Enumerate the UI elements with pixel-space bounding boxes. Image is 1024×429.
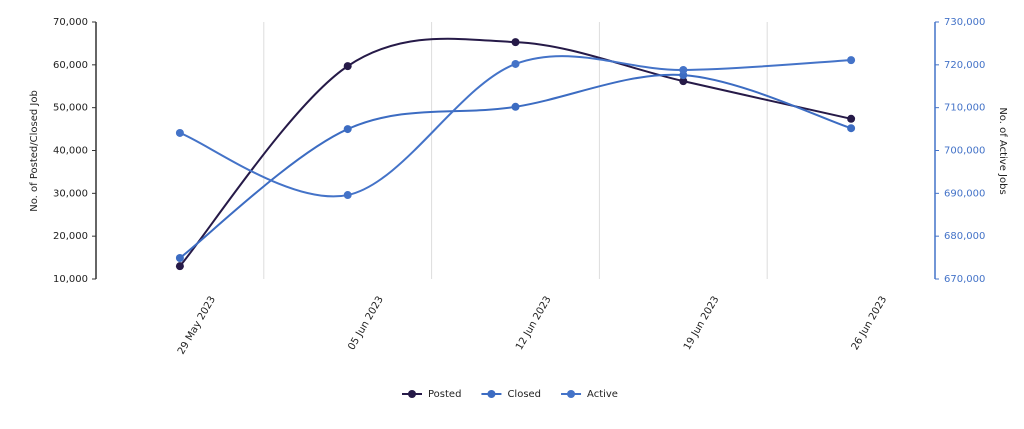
data-point bbox=[679, 65, 688, 74]
data-point bbox=[175, 254, 184, 263]
data-point bbox=[175, 128, 184, 137]
x-tick-label: 29 May 2023 bbox=[176, 295, 218, 357]
data-point bbox=[175, 262, 184, 271]
series-line bbox=[179, 55, 852, 198]
data-point bbox=[343, 191, 352, 200]
y2-tick-label: 710,000 bbox=[944, 103, 985, 114]
legend-marker bbox=[567, 390, 576, 398]
data-point bbox=[343, 62, 352, 71]
y-tick-label: 20,000 bbox=[53, 231, 88, 242]
y2-tick-label: 700,000 bbox=[944, 146, 985, 157]
y-axis-label: No. of Posted/Closed Job bbox=[29, 90, 40, 212]
data-point bbox=[511, 38, 520, 47]
y2-tick-label: 720,000 bbox=[944, 60, 985, 71]
x-tick-label: 05 Jun 2023 bbox=[346, 295, 386, 353]
series-line bbox=[179, 37, 852, 267]
y-tick-label: 40,000 bbox=[53, 146, 88, 157]
data-point bbox=[847, 124, 856, 133]
y2-tick-label: 670,000 bbox=[944, 274, 985, 285]
data-point bbox=[679, 77, 688, 86]
y2-axis-label: No. of Active Jobs bbox=[997, 107, 1008, 194]
y-tick-label: 50,000 bbox=[53, 103, 88, 114]
y-tick-label: 60,000 bbox=[53, 60, 88, 71]
y2-tick-label: 680,000 bbox=[944, 231, 985, 242]
series-line bbox=[179, 73, 852, 259]
y2-tick-label: 730,000 bbox=[944, 17, 985, 28]
data-point bbox=[847, 114, 856, 123]
legend-label: Active bbox=[587, 389, 618, 400]
data-point bbox=[511, 59, 520, 68]
legend-marker bbox=[408, 390, 416, 398]
legend-label: Posted bbox=[428, 389, 461, 400]
data-point bbox=[343, 125, 352, 134]
legend-label: Closed bbox=[507, 389, 541, 400]
x-tick-label: 19 Jun 2023 bbox=[682, 295, 722, 353]
x-tick-label: 12 Jun 2023 bbox=[514, 295, 554, 353]
legend-marker bbox=[487, 390, 496, 398]
y-tick-label: 30,000 bbox=[53, 188, 88, 199]
data-point bbox=[847, 56, 856, 65]
data-point bbox=[511, 102, 520, 111]
y2-tick-label: 690,000 bbox=[944, 188, 985, 199]
y-tick-label: 10,000 bbox=[53, 274, 88, 285]
y-tick-label: 70,000 bbox=[53, 17, 88, 28]
x-tick-label: 26 Jun 2023 bbox=[850, 295, 890, 353]
